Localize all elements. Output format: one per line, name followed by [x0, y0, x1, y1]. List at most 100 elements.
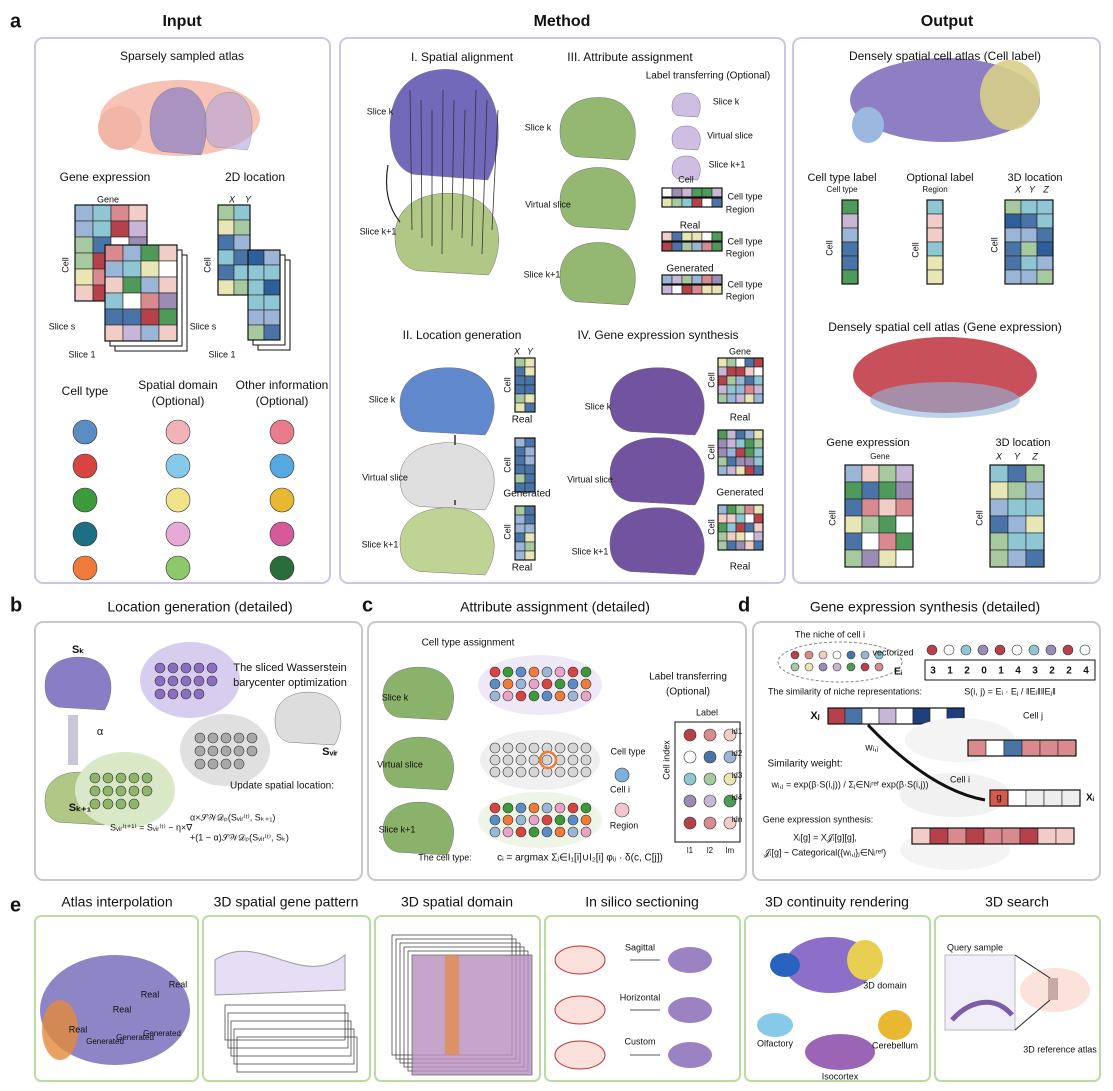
- cell-icon: [580, 754, 592, 766]
- matrix-cell: [717, 438, 728, 449]
- matrix-cell: [514, 505, 526, 516]
- matrix-frame: [661, 231, 723, 242]
- matrix-cell: [844, 464, 863, 483]
- label: Sparsely sampled atlas: [120, 49, 244, 63]
- matrix-cell: [912, 707, 931, 725]
- label: Cell: [974, 510, 984, 526]
- matrix-cell: [514, 357, 526, 368]
- label: Cell i: [610, 784, 630, 794]
- tissue-slice: [204, 92, 253, 151]
- e-box: [202, 915, 371, 1082]
- matrix-cell: [263, 309, 281, 326]
- label: Attribute assignment (detailed): [460, 599, 650, 615]
- cell-icon: [194, 758, 206, 770]
- label: 3D domain: [863, 980, 907, 990]
- cell-icon: [72, 487, 98, 513]
- cell-icon: [1028, 644, 1040, 656]
- tissue-slice: [609, 367, 705, 436]
- label: Generated: [503, 489, 550, 500]
- matrix-cell: [263, 249, 281, 266]
- cell-icon: [72, 419, 98, 445]
- cell-icon: [207, 745, 219, 757]
- cell-icon: [72, 453, 98, 479]
- matrix-cell: [681, 284, 693, 295]
- matrix-cell: [524, 446, 536, 457]
- matrix-cell: [1007, 464, 1027, 483]
- cell-icon: [246, 745, 258, 757]
- label: (Optional): [256, 394, 309, 408]
- matrix-frame: [1004, 199, 1054, 285]
- cell-icon: [804, 662, 814, 672]
- matrix-cell: [158, 260, 178, 278]
- matrix-cell: [989, 532, 1009, 551]
- matrix-cell: [717, 504, 728, 515]
- matrix-cell: [681, 241, 693, 252]
- cell-icon: [832, 662, 842, 672]
- matrix-cell: [744, 504, 755, 515]
- cell-icon: [102, 772, 114, 784]
- label: The cell type:: [418, 852, 472, 862]
- cell-icon: [269, 521, 295, 547]
- connector: [1014, 954, 1051, 979]
- matrix-cell: [827, 707, 846, 725]
- matrix-frame: [661, 197, 723, 208]
- brain-shape: [757, 1013, 793, 1037]
- matrix-cell: [671, 187, 683, 198]
- matrix-cell: [233, 204, 251, 221]
- cell-icon: [528, 802, 540, 814]
- cell-icon: [683, 728, 697, 742]
- matrix-cell: [753, 366, 764, 377]
- matrix-frame: [844, 464, 914, 568]
- matrix-cell: [726, 357, 737, 368]
- matrix-cell: [524, 384, 536, 395]
- label: Update spatial location:: [230, 781, 334, 792]
- cell-icon: [874, 662, 884, 672]
- label: Cell: [827, 510, 837, 526]
- matrix-cell: [74, 284, 94, 302]
- cell-icon: [528, 742, 540, 754]
- matrix-cell: [735, 438, 746, 449]
- cell-icon: [515, 742, 527, 754]
- cell-icon: [703, 750, 717, 764]
- label: The sliced Wasserstein: [233, 662, 346, 674]
- matrix-cell: [1025, 481, 1045, 500]
- matrix-cell: [753, 393, 764, 404]
- cell-icon: [180, 662, 192, 674]
- label: Sᵥᵢᵣ: [322, 746, 338, 758]
- cell-icon: [528, 766, 540, 778]
- label: IV. Gene expression synthesis: [578, 328, 739, 342]
- matrix-cell: [104, 308, 124, 326]
- matrix-cell: [711, 241, 723, 252]
- label: Virtual slice: [707, 130, 753, 140]
- cell-icon: [233, 732, 245, 744]
- cell-icon: [165, 453, 191, 479]
- matrix-cell: [726, 429, 737, 440]
- label: Method: [534, 13, 591, 30]
- matrix-cell: [514, 402, 526, 413]
- tissue-slice: [149, 87, 207, 156]
- label: Cell: [502, 524, 512, 540]
- matrix-cell: [158, 308, 178, 326]
- c-box: [367, 621, 747, 881]
- matrix-cell: [1036, 227, 1054, 243]
- matrix-cell: [233, 234, 251, 251]
- cell-icon: [723, 728, 737, 742]
- label: Cell type assignment: [422, 638, 515, 649]
- cell-icon: [846, 650, 856, 660]
- cell-icon: [515, 690, 527, 702]
- matrix-cell: [1055, 827, 1075, 845]
- label: id4: [732, 793, 743, 802]
- label: 2: [964, 666, 970, 677]
- method-box: [339, 37, 786, 584]
- matrix-frame: [104, 244, 178, 342]
- label: The niche of cell i: [795, 629, 865, 639]
- cell-icon: [567, 742, 579, 754]
- matrix-cell: [1025, 498, 1045, 517]
- label: Cell: [706, 519, 716, 535]
- brain-shape: [878, 1010, 912, 1040]
- label: Generated: [86, 1037, 124, 1046]
- matrix-cell: [514, 446, 526, 457]
- label: Xᵢ: [1086, 793, 1095, 804]
- query-band: [950, 999, 1014, 1022]
- label: 3D spatial domain: [401, 894, 513, 910]
